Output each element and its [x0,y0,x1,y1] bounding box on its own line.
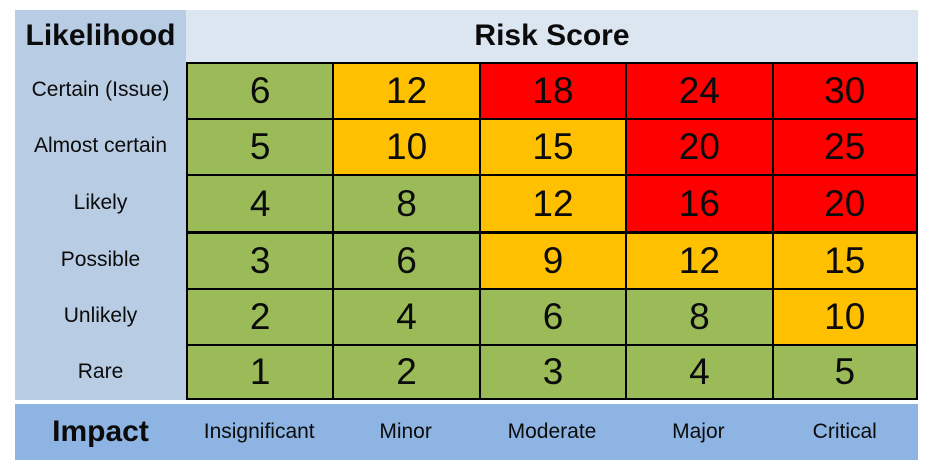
risk-cell: 9 [478,231,626,288]
risk-cell: 25 [771,118,918,174]
impact-bar: Impact Insignificant Minor Moderate Majo… [15,404,918,460]
risk-cell: 5 [186,118,333,174]
risk-cell: 8 [332,174,479,231]
likelihood-label: Unlikely [15,288,186,344]
risk-matrix: Likelihood Risk Score Certain (Issue) 6 … [15,10,918,460]
risk-cell: 20 [625,118,772,174]
risk-cell: 12 [332,62,479,118]
risk-cell: 4 [625,344,772,400]
risk-cell: 12 [625,231,772,288]
impact-category-label: Insignificant [203,420,315,443]
impact-category-label: Minor [379,420,432,443]
risk-cell: 6 [332,231,479,288]
likelihood-label: Likely [15,174,186,231]
risk-cell: 4 [186,174,333,231]
impact-category-label: Moderate [507,420,597,443]
impact-category-label: Critical [812,420,877,443]
risk-cell: 1 [186,344,333,400]
risk-cell: 10 [771,288,918,344]
risk-cell: 12 [478,174,626,231]
risk-cell: 3 [186,231,333,288]
likelihood-label: Certain (Issue) [15,62,186,118]
impact-category-label: Major [672,420,725,443]
risk-cell: 4 [332,288,479,344]
risk-cell: 6 [478,288,626,344]
risk-cell: 30 [771,62,918,118]
risk-score-header: Risk Score [186,10,918,62]
risk-cell: 15 [478,118,626,174]
risk-cell: 2 [332,344,479,400]
risk-cell: 5 [771,344,918,400]
risk-cell: 2 [186,288,333,344]
divider-gap [15,400,918,404]
risk-cell: 15 [771,231,918,288]
risk-cell: 6 [186,62,333,118]
risk-cell: 24 [625,62,772,118]
risk-cell: 18 [478,62,626,118]
likelihood-header: Likelihood [15,10,186,62]
likelihood-label: Possible [15,231,186,288]
likelihood-label: Rare [15,344,186,400]
likelihood-label: Almost certain [15,118,186,174]
risk-cell: 20 [771,174,918,231]
risk-cell: 8 [625,288,772,344]
risk-cell: 16 [625,174,772,231]
risk-cell: 3 [478,344,626,400]
impact-header: Impact [52,415,149,448]
risk-cell: 10 [332,118,479,174]
